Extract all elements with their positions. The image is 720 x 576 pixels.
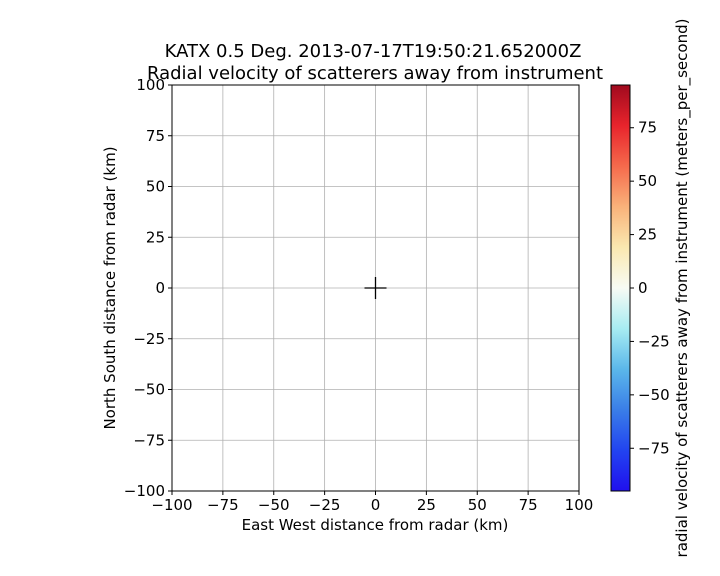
y-tick-label: 100 [136,76,165,94]
colorbar-gradient [610,84,631,492]
x-tick-label: 100 [565,496,594,514]
y-tick-label: −25 [133,330,165,348]
colorbar-tick-label: 25 [638,226,657,244]
x-axis-label: East West distance from radar (km) [242,516,509,534]
x-tick-label: 50 [468,496,487,514]
colorbar-tick-label: −50 [638,386,670,404]
colorbar-tick-label: 0 [638,279,648,297]
x-tick-label: 75 [519,496,538,514]
y-tick-label: 0 [155,279,165,297]
x-axis: −100 −75 −50 −25 0 25 50 75 100 [151,491,593,514]
x-tick-label: 25 [417,496,436,514]
y-tick-label: −50 [133,381,165,399]
chart-title-line-2: Radial velocity of scatterers away from … [147,63,603,84]
chart-title-line-1: KATX 0.5 Deg. 2013-07-17T19:50:21.652000… [165,41,582,62]
y-axis-label: North South distance from radar (km) [101,146,119,429]
colorbar-tick-label: 50 [638,172,657,190]
plot-area [171,84,580,492]
colorbar: −75 −50 −25 0 25 50 75 [610,84,670,492]
colorbar-ticks: −75 −50 −25 0 25 50 75 [630,119,670,457]
x-tick-label: −50 [258,496,290,514]
x-tick-label: −75 [207,496,239,514]
y-tick-label: 25 [146,228,165,246]
y-tick-label: −100 [124,482,165,500]
colorbar-tick-label: −25 [638,332,670,350]
y-axis: −100 −75 −50 −25 0 25 50 75 100 [124,76,172,500]
colorbar-label: radial velocity of scatterers away from … [673,19,692,558]
x-tick-label: −100 [151,496,192,514]
colorbar-tick-label: 75 [638,119,657,137]
radar-location-marker [364,277,387,299]
y-tick-label: −75 [133,431,165,449]
y-tick-label: 75 [146,127,165,145]
colorbar-tick-label: −75 [638,439,670,457]
x-tick-label: −25 [309,496,341,514]
y-tick-label: 50 [146,178,165,196]
x-tick-label: 0 [371,496,381,514]
